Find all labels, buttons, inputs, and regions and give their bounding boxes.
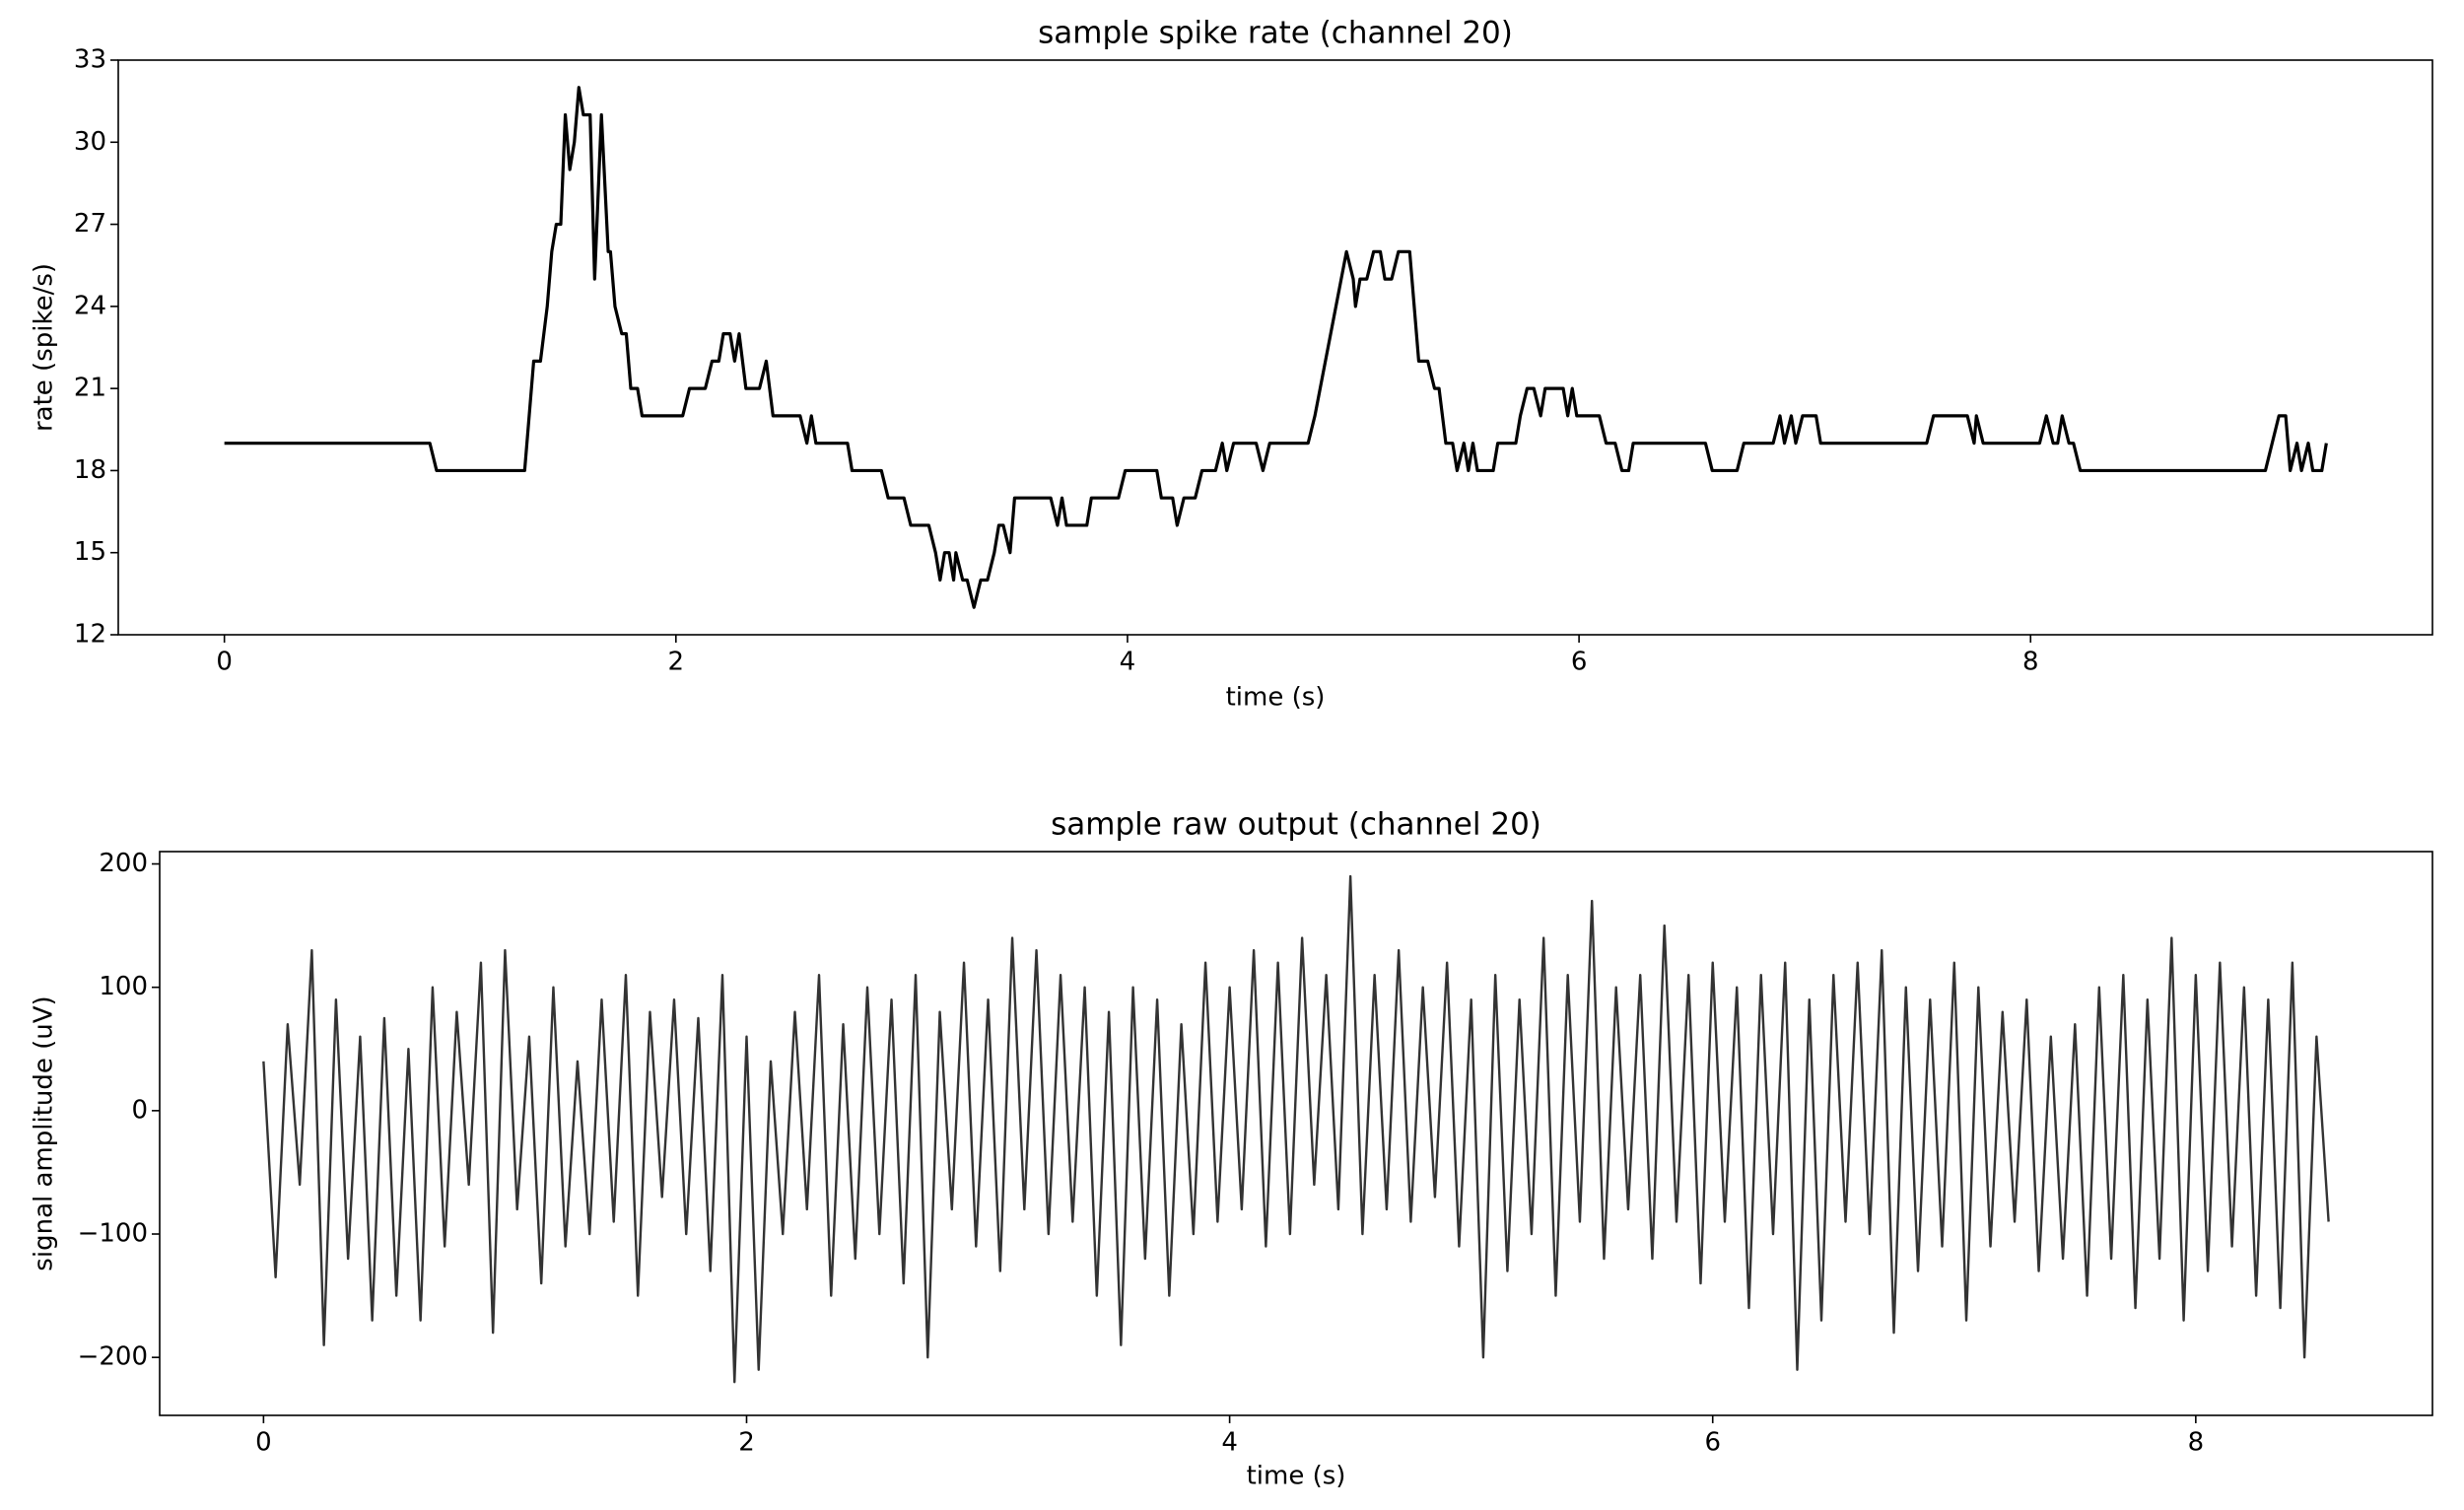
axes-frame	[159, 851, 2433, 1416]
y-tick-label: 27	[74, 209, 106, 239]
y-axis-label: rate (spike/s)	[30, 263, 59, 432]
data-line	[224, 86, 2328, 609]
x-tick-label: 4	[1221, 1428, 1238, 1458]
y-tick-label: 18	[74, 455, 106, 485]
x-tick-label: 0	[255, 1428, 272, 1458]
data-line	[262, 874, 2330, 1384]
y-tick-label: 200	[99, 849, 148, 878]
x-tick-label: 8	[2188, 1428, 2205, 1458]
y-tick-label: −200	[78, 1342, 148, 1372]
y-tick-label: 24	[74, 291, 106, 320]
x-tick-label: 2	[738, 1428, 755, 1458]
x-tick-label: 4	[1120, 648, 1136, 677]
x-axis-label: time (s)	[1247, 1462, 1346, 1491]
x-tick-label: 8	[2022, 648, 2039, 677]
y-tick-label: 33	[74, 45, 106, 75]
y-tick-label: 0	[131, 1095, 148, 1125]
y-tick-label: 30	[74, 127, 106, 157]
x-tick-label: 6	[1704, 1428, 1721, 1458]
x-tick-label: 6	[1571, 648, 1588, 677]
y-axis-label: signal amplitude (uV)	[30, 995, 59, 1270]
y-tick-label: 100	[99, 972, 148, 1001]
x-tick-label: 0	[216, 648, 233, 677]
y-tick-label: 12	[74, 620, 106, 650]
axes-frame	[117, 59, 2433, 636]
chart-title: sample raw output (channel 20)	[1051, 807, 1541, 843]
chart-title: sample spike rate (channel 20)	[1038, 16, 1513, 51]
y-tick-label: 15	[74, 537, 106, 567]
x-tick-label: 2	[668, 648, 685, 677]
y-tick-label: −100	[78, 1219, 148, 1249]
x-axis-label: time (s)	[1226, 683, 1326, 713]
y-tick-label: 21	[74, 374, 106, 403]
